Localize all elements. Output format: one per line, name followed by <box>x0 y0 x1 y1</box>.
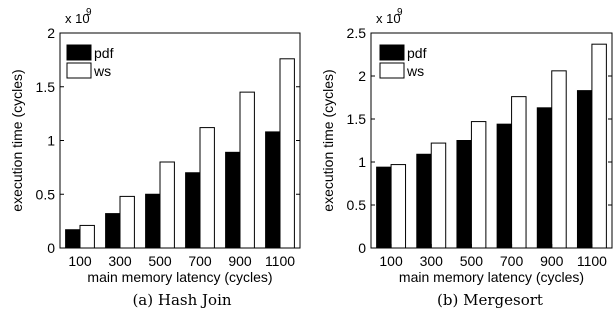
y-tick-label: 1 <box>358 154 366 170</box>
y-tick-label: 0 <box>358 240 366 256</box>
legend-swatch-ws <box>66 62 92 79</box>
legend: pdf ws <box>378 43 430 80</box>
bar-ws-1100 <box>591 43 607 249</box>
y-tick-label: 1.5 <box>347 111 367 127</box>
bar-pdf-300 <box>105 213 121 249</box>
bar-ws-300 <box>430 142 447 249</box>
bar-ws-1100 <box>279 58 295 249</box>
bar-ws-300 <box>119 195 135 249</box>
legend-label-pdf: pdf <box>407 45 427 61</box>
legend-label-ws: ws <box>93 63 111 79</box>
bar-pdf-300 <box>416 153 432 249</box>
x-tick-label: 700 <box>500 253 524 269</box>
bar-ws-900 <box>551 70 567 249</box>
legend-label-pdf: pdf <box>94 45 114 61</box>
bar-pdf-500 <box>456 140 472 249</box>
bar-ws-900 <box>239 91 255 249</box>
x-tick-label: 1100 <box>577 253 607 269</box>
chart-panel-b: 0 0.5 1 1.5 2 2.5 x 109 100 300 500 700 900 1100main… <box>320 7 613 309</box>
bar-pdf-900 <box>225 151 241 249</box>
x-tick-label: 900 <box>540 253 564 269</box>
x-tick-label: 900 <box>228 253 252 269</box>
caption: (b) Mergesort <box>437 291 543 309</box>
bar-ws-500 <box>470 121 487 249</box>
x-tick-label: 1100 <box>265 253 295 269</box>
legend: pdf ws <box>65 43 117 80</box>
bar-pdf-700 <box>185 172 201 249</box>
bar-pdf-500 <box>145 193 161 249</box>
x-tick-label: 500 <box>460 253 484 269</box>
bar-pdf-1100 <box>576 90 593 249</box>
y-tick-label: 2 <box>358 68 366 84</box>
bar-ws-100 <box>79 224 95 249</box>
bar-ws-500 <box>159 161 175 249</box>
y-tick-label: 1 <box>47 133 55 149</box>
y-exponent-base: x 10 <box>65 11 90 26</box>
legend-swatch-pdf <box>66 44 92 61</box>
x-axis-label: main memory latency (cycles) <box>399 269 584 285</box>
y-exponent-base: x 10 <box>376 11 401 26</box>
bar-ws-100 <box>390 164 407 249</box>
legend-swatch-ws <box>379 62 405 79</box>
bar-ws-700 <box>511 96 527 249</box>
bar-pdf-700 <box>496 123 513 249</box>
x-axis-label: main memory latency (cycles) <box>87 269 272 285</box>
legend-swatch-pdf <box>379 44 405 61</box>
y-tick-label: 2.5 <box>347 25 367 41</box>
y-axis-label: execution time (cycles) <box>9 69 25 211</box>
x-tick-label: 700 <box>188 253 212 269</box>
y-tick-label: 2 <box>47 25 55 41</box>
y-axis-label: execution time (cycles) <box>320 69 336 211</box>
x-tick-label: 100 <box>68 253 92 269</box>
x-tick-label: 100 <box>379 253 403 269</box>
y-exponent-power: 9 <box>397 7 403 18</box>
y-tick-label: 0.5 <box>347 197 367 213</box>
y-tick-label: 1.5 <box>36 79 56 95</box>
y-exponent-power: 9 <box>86 7 92 18</box>
y-tick-label: 0 <box>47 240 55 256</box>
bar-pdf-900 <box>536 107 553 249</box>
bar-ws-700 <box>199 127 215 249</box>
plot-area <box>370 32 613 249</box>
bar-pdf-1100 <box>265 131 281 249</box>
x-tick-label: 300 <box>108 253 132 269</box>
bar-pdf-100 <box>376 166 392 249</box>
caption: (a) Hash Join <box>132 291 231 309</box>
legend-label-ws: ws <box>406 63 424 79</box>
x-tick-label: 500 <box>148 253 172 269</box>
y-tick-label: 0.5 <box>36 186 56 202</box>
x-tick-label: 300 <box>420 253 444 269</box>
bar-pdf-100 <box>65 229 81 249</box>
